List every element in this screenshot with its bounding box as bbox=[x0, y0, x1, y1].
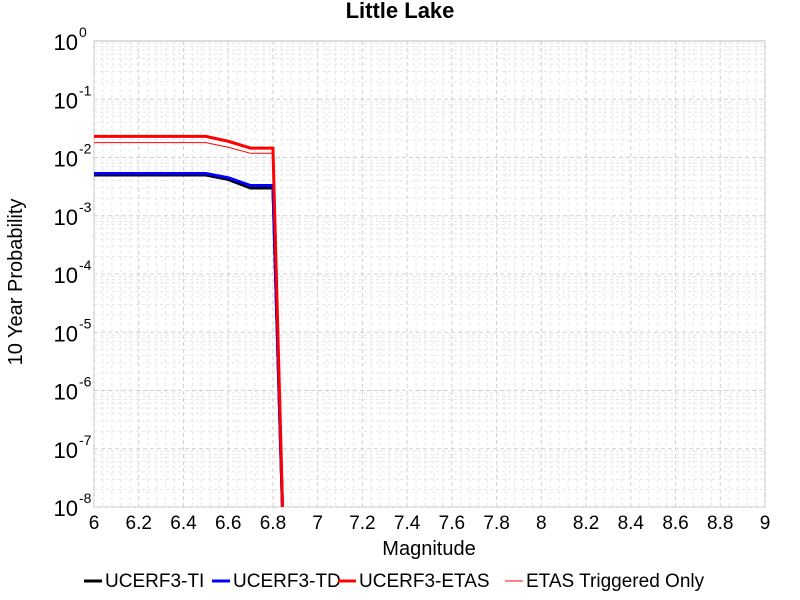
series-group bbox=[94, 134, 285, 507]
y-axis-label: 10 Year Probability bbox=[5, 199, 27, 366]
y-tick-exponent: -4 bbox=[79, 257, 92, 273]
x-tick-label: 7.2 bbox=[349, 513, 375, 534]
y-tick-label: 10 -2 bbox=[54, 141, 92, 172]
y-tick-base: 10 bbox=[54, 321, 78, 346]
x-tick-label: 7 bbox=[312, 513, 323, 534]
x-tick-label: 8.8 bbox=[707, 513, 733, 534]
legend-label: ETAS Triggered Only bbox=[526, 571, 705, 592]
y-tick-exponent: -6 bbox=[79, 374, 92, 390]
chart-title: Little Lake bbox=[346, 0, 455, 23]
x-tick-label: 8.4 bbox=[618, 513, 645, 534]
x-tick-label: 9 bbox=[760, 513, 771, 534]
y-tick-base: 10 bbox=[54, 205, 78, 230]
x-tick-labels: 6 6.2 6.4 6.6 6.8 7 7.2 7.4 7.6 7.8 8 8.2 8.4 8.6 8.8 9 bbox=[89, 513, 771, 534]
y-tick-base: 10 bbox=[54, 380, 78, 405]
legend-label: UCERF3-TD bbox=[233, 571, 341, 592]
x-tick-label: 6.6 bbox=[215, 513, 241, 534]
x-tick-label: 8.2 bbox=[573, 513, 599, 534]
x-tick-label: 8.6 bbox=[662, 513, 688, 534]
x-tick-label: 7.6 bbox=[439, 513, 465, 534]
x-tick-label: 6 bbox=[89, 513, 100, 534]
y-tick-label: 10 -7 bbox=[54, 432, 92, 463]
legend-item: ETAS Triggered Only bbox=[505, 571, 705, 592]
x-tick-label: 6.2 bbox=[126, 513, 152, 534]
legend-label: UCERF3-ETAS bbox=[359, 571, 490, 592]
x-tick-label: 8 bbox=[536, 513, 547, 534]
y-tick-exponent: 0 bbox=[79, 24, 87, 40]
series-line-etas-triggered-only bbox=[94, 142, 284, 507]
y-tick-base: 10 bbox=[54, 263, 78, 288]
plot-area bbox=[93, 40, 766, 508]
y-tick-exponent: -1 bbox=[79, 82, 92, 98]
y-tick-label: 10 -1 bbox=[54, 82, 92, 113]
legend-label: UCERF3-TI bbox=[105, 571, 204, 592]
y-tick-base: 10 bbox=[54, 147, 78, 172]
x-tick-label: 7.8 bbox=[483, 513, 509, 534]
x-axis-label: Magnitude bbox=[382, 538, 475, 560]
y-tick-base: 10 bbox=[54, 496, 78, 521]
y-tick-label: 10 0 bbox=[54, 24, 87, 55]
grid bbox=[93, 41, 766, 508]
y-tick-label: 10 -6 bbox=[54, 374, 92, 405]
legend-item: UCERF3-TD bbox=[212, 571, 341, 592]
y-tick-exponent: -3 bbox=[79, 199, 92, 215]
x-tick-label: 6.8 bbox=[260, 513, 286, 534]
y-tick-base: 10 bbox=[54, 88, 78, 113]
y-tick-base: 10 bbox=[54, 30, 78, 55]
y-tick-exponent: -7 bbox=[79, 432, 92, 448]
legend-item: UCERF3-TI bbox=[84, 571, 204, 592]
y-tick-exponent: -5 bbox=[79, 315, 92, 331]
y-tick-base: 10 bbox=[54, 438, 78, 463]
legend-item: UCERF3-ETAS bbox=[338, 571, 490, 592]
y-tick-label: 10 -5 bbox=[54, 315, 92, 346]
y-tick-label: 10 -4 bbox=[54, 257, 92, 288]
x-tick-label: 6.4 bbox=[170, 513, 197, 534]
y-tick-exponent: -2 bbox=[79, 141, 92, 157]
y-tick-label: 10 -3 bbox=[54, 199, 92, 230]
y-tick-exponent: -8 bbox=[79, 490, 92, 506]
legend: UCERF3-TI UCERF3-TD UCERF3-ETAS ETAS Trigge… bbox=[84, 571, 705, 592]
x-tick-label: 7.4 bbox=[394, 513, 421, 534]
y-tick-label: 10 -8 bbox=[54, 490, 92, 521]
